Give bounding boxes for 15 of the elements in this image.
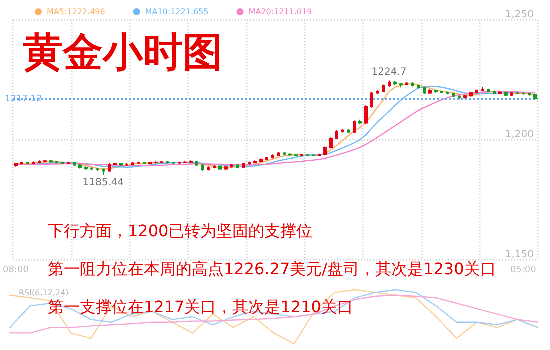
annotation: 1224.7 <box>372 67 407 78</box>
y-tick-label: 1,250 <box>505 10 534 20</box>
y-tick-label: 1,200 <box>505 130 534 140</box>
y-tick-label: 1,150 <box>505 250 534 260</box>
x-tick-label: 08:00 <box>2 266 30 276</box>
chart-title: 黄金小时图 <box>23 30 223 76</box>
legend-label: MA10:1221.655 <box>145 8 209 16</box>
legend-label: MA20:1211.019 <box>248 8 312 16</box>
annotation: 第一阻力位在本周的高点1226.27美元/盘司，其次是1230关口 <box>48 260 496 278</box>
legend-label: MA5:1222.496 <box>47 8 106 16</box>
annotation: 第一支撑位在1217关口，其次是1210关口 <box>48 298 354 316</box>
x-tick-label: 05:00 <box>510 266 537 276</box>
annotation: 1185.44 <box>82 177 124 188</box>
annotation: 下行方面，1200已转为坚固的支撑位 <box>48 222 313 240</box>
chart-title: RSI(6,12,24) <box>19 288 69 298</box>
